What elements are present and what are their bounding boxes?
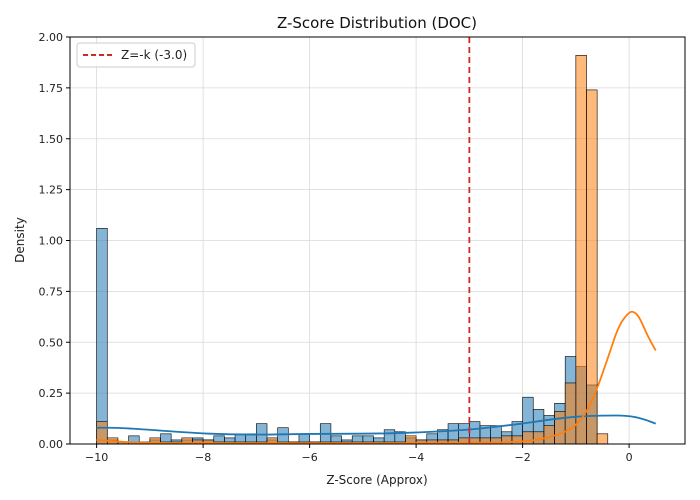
y-tick-label: 1.50	[39, 133, 64, 146]
histogram-bar-series-1	[96, 227, 108, 445]
x-tick-label: −10	[85, 451, 108, 464]
histogram-bar-series-2	[596, 433, 609, 445]
x-tick-label: −8	[195, 451, 211, 464]
y-tick-label: 0.75	[39, 285, 64, 298]
y-tick-label: 1.25	[39, 184, 64, 197]
histogram-bar-series-1	[277, 427, 289, 445]
legend-box	[76, 42, 196, 68]
histogram-bar-series-2	[543, 425, 555, 445]
histogram-bars	[96, 55, 609, 445]
x-tick-label: −2	[514, 451, 530, 464]
histogram-bar-series-2	[575, 55, 587, 445]
x-tick-label: 0	[626, 451, 633, 464]
chart-title: Z-Score Distribution (DOC)	[277, 14, 477, 32]
kde-line-series-1	[96, 414, 657, 436]
x-tick-label: −6	[302, 451, 318, 464]
histogram-bar-series-2	[554, 411, 566, 445]
y-tick-label: 0.25	[39, 387, 64, 400]
y-tick-label: 0.00	[39, 438, 64, 451]
x-axis-label: Z-Score (Approx)	[326, 473, 427, 487]
histogram-bar-series-2	[564, 382, 577, 445]
y-tick-label: 1.00	[39, 235, 64, 248]
y-tick-label: 1.75	[39, 82, 64, 95]
axis-ticks: −10 −8 −6 −4 −2 0 0.00 0.25 0.50 0.75 1.00 1.25 1.50…	[39, 31, 633, 464]
kde-curves	[96, 310, 657, 445]
y-tick-label: 0.50	[39, 336, 64, 349]
y-tick-label: 2.00	[39, 31, 64, 44]
y-axis-label: Density	[13, 217, 27, 263]
kde-line-series-2	[96, 310, 657, 445]
x-tick-label: −4	[408, 451, 424, 464]
histogram-bar-series-2	[522, 431, 534, 445]
legend-label-reference-line: Z=-k (-3.0)	[121, 48, 187, 62]
legend: Z=-k (-3.0)	[76, 42, 196, 68]
